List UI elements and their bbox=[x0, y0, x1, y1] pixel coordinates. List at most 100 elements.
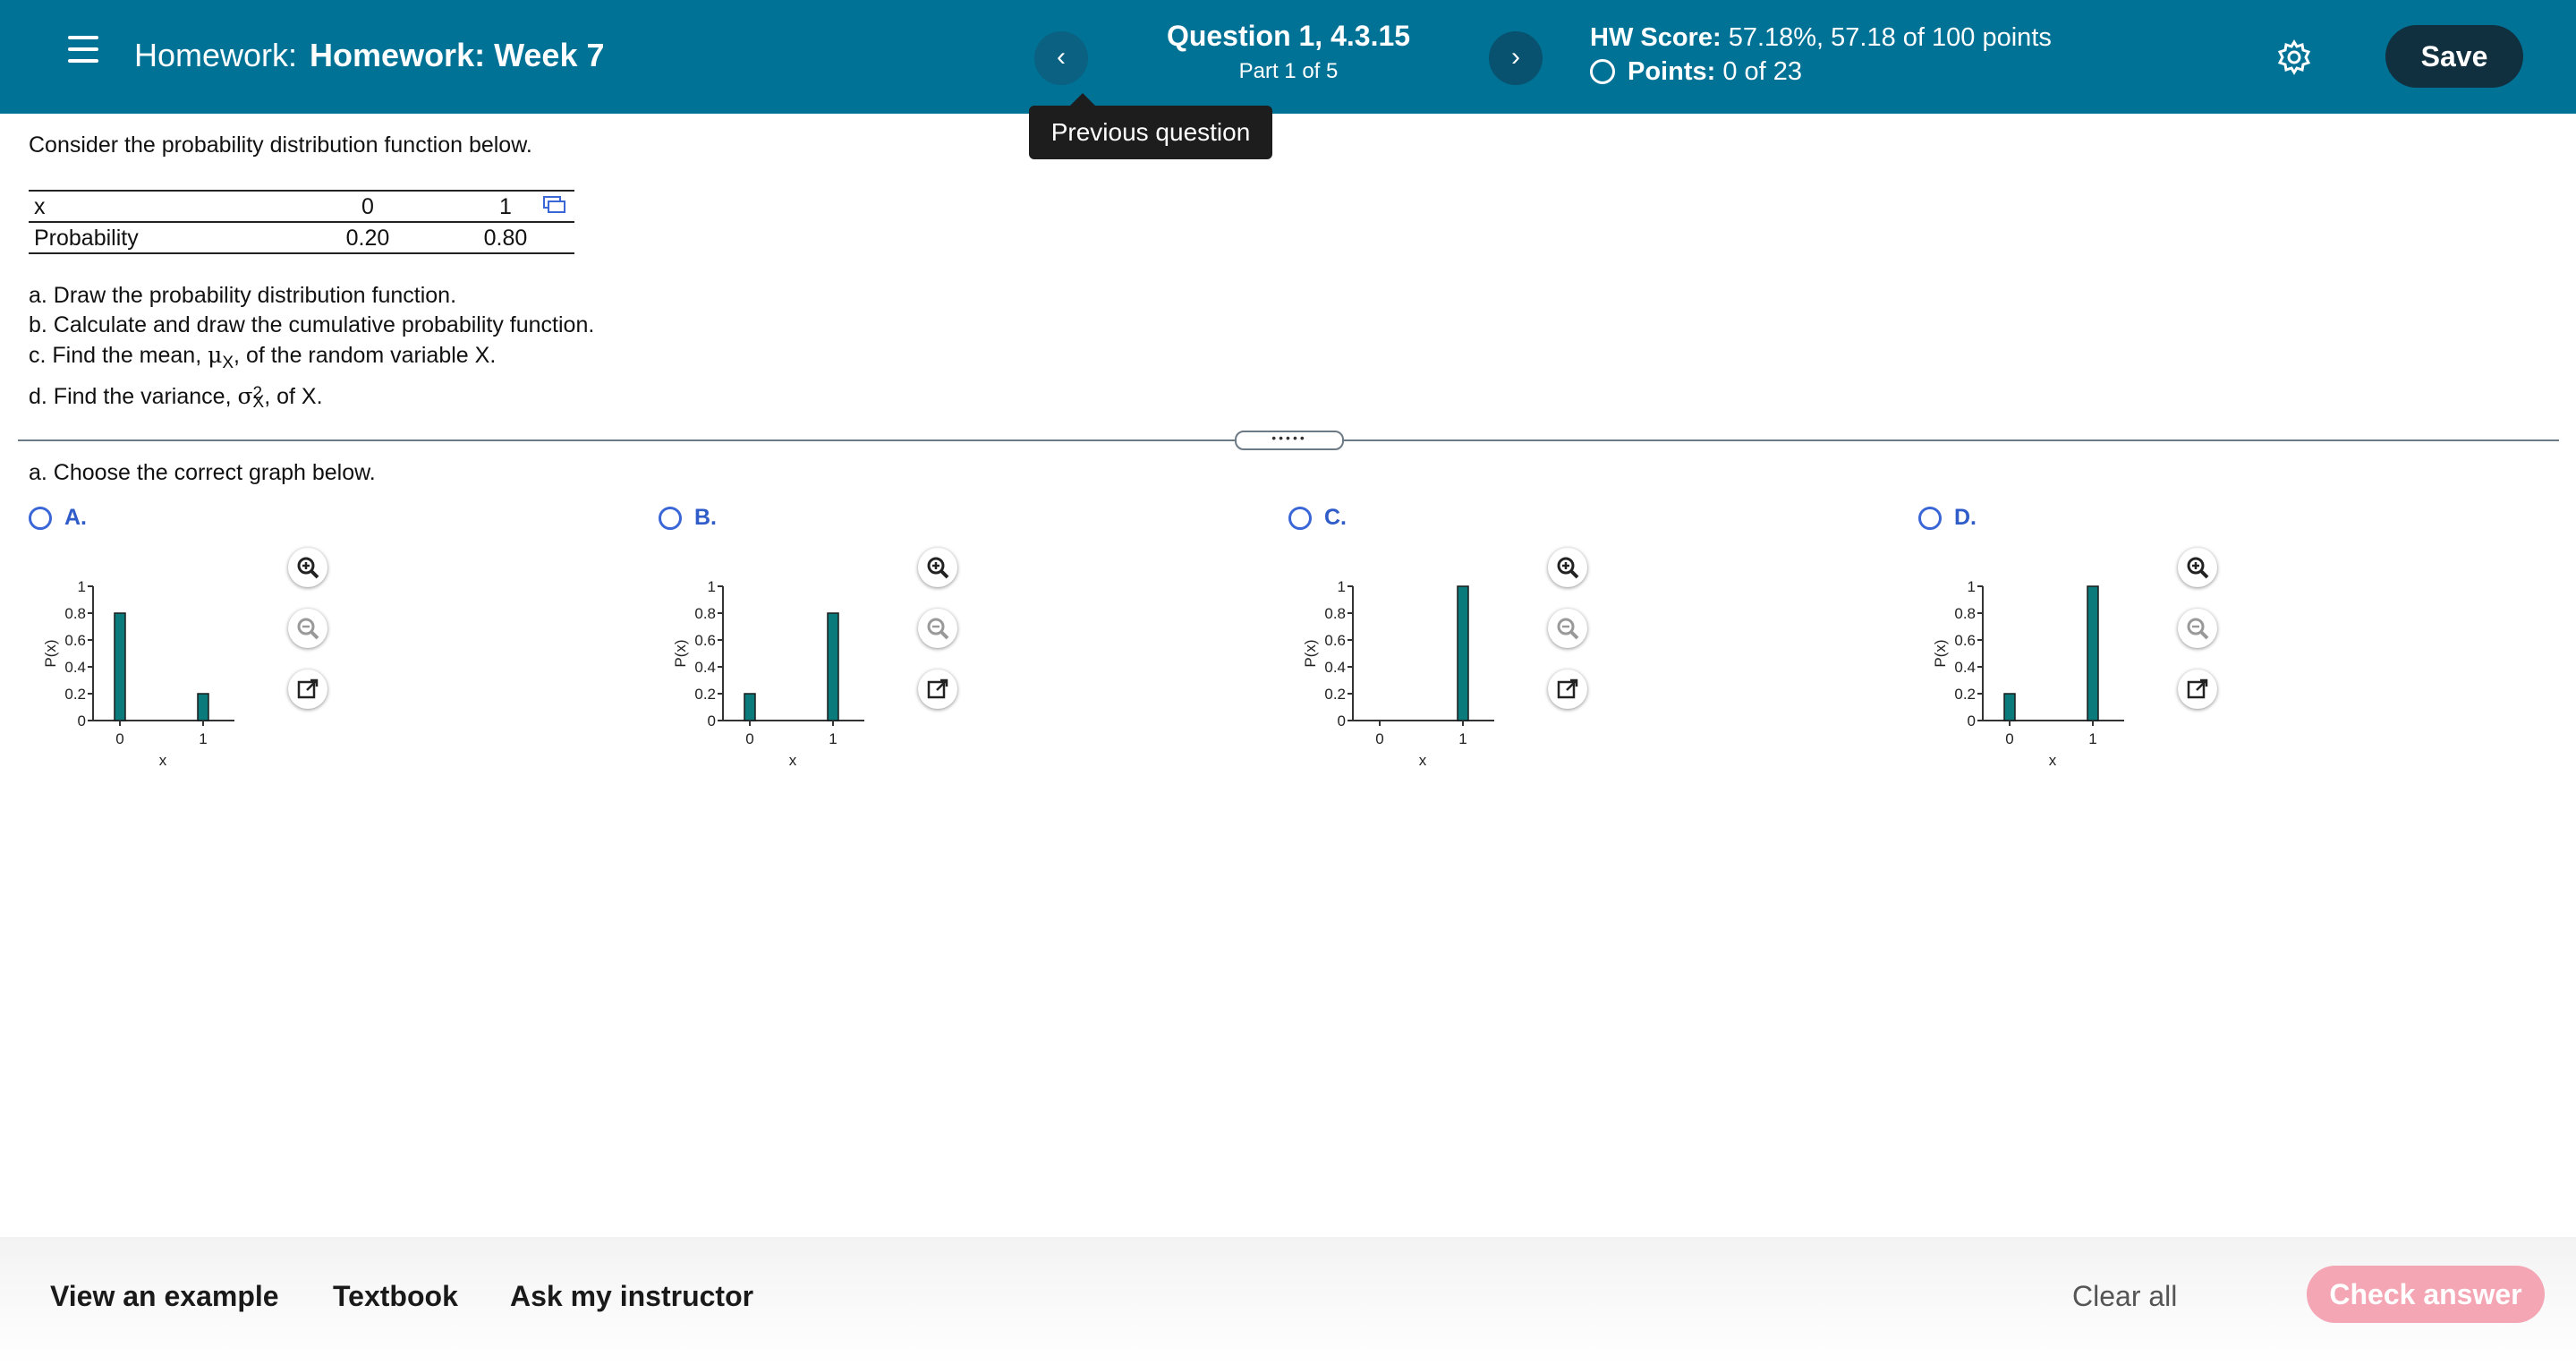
x-tick-label: 0 bbox=[1375, 730, 1383, 747]
points-label: Points: bbox=[1628, 57, 1716, 86]
y-axis-label: P(x) bbox=[42, 639, 59, 667]
part-c-prefix: c. Find the mean, bbox=[29, 343, 208, 368]
external-link-icon bbox=[927, 678, 948, 699]
option-d-radio[interactable] bbox=[1918, 507, 1942, 530]
option-d-label[interactable]: D. bbox=[1954, 505, 1977, 530]
x-axis-label: x bbox=[159, 752, 167, 769]
zoom-out-icon bbox=[297, 618, 319, 640]
clear-all-button[interactable]: Clear all bbox=[2072, 1280, 2178, 1312]
option-c: C. P(x) 0 0.2 0.4 0.6 0.8 1 0 1 x bbox=[1288, 501, 1736, 788]
zoom-out-button[interactable] bbox=[288, 609, 327, 648]
settings-gear-icon[interactable] bbox=[2276, 39, 2312, 75]
y-tick-label: 0.4 bbox=[1324, 659, 1346, 676]
previous-question-button[interactable]: ‹ bbox=[1034, 31, 1088, 85]
option-a-label[interactable]: A. bbox=[64, 505, 87, 530]
table-cell: 0.20 bbox=[299, 222, 437, 254]
bar bbox=[1457, 585, 1469, 721]
view-example-link[interactable]: View an example bbox=[50, 1280, 279, 1312]
table-row-label: Probability bbox=[29, 222, 299, 254]
open-new-window-button[interactable] bbox=[918, 670, 957, 709]
zoom-in-button[interactable] bbox=[918, 548, 957, 587]
option-c-radio[interactable] bbox=[1288, 507, 1312, 530]
option-c-label[interactable]: C. bbox=[1324, 505, 1347, 530]
homework-title: Homework: Homework: Week 7 bbox=[134, 34, 605, 77]
x-axis-label: x bbox=[2049, 752, 2057, 769]
y-tick-label: 1 bbox=[708, 578, 716, 595]
y-tick-label: 0.4 bbox=[1954, 659, 1976, 676]
option-c-chart: P(x) 0 0.2 0.4 0.6 0.8 1 0 1 x bbox=[1302, 578, 1494, 769]
zoom-in-button[interactable] bbox=[2178, 548, 2217, 587]
y-tick-label: 1 bbox=[1968, 578, 1976, 595]
x-axis-label: x bbox=[1419, 752, 1427, 769]
option-a-radio[interactable] bbox=[29, 507, 52, 530]
zoom-in-icon bbox=[1557, 557, 1579, 579]
zoom-in-button[interactable] bbox=[288, 548, 327, 587]
y-tick-label: 0.6 bbox=[1324, 632, 1346, 649]
resize-handle[interactable]: ••••• bbox=[1235, 431, 1344, 450]
copy-table-icon[interactable] bbox=[542, 195, 565, 215]
y-tick-label: 1 bbox=[1338, 578, 1346, 595]
open-new-window-button[interactable] bbox=[288, 670, 327, 709]
zoom-out-button[interactable] bbox=[1548, 609, 1587, 648]
y-tick-label: 0.6 bbox=[1954, 632, 1976, 649]
table-cell: 0.80 bbox=[437, 222, 574, 254]
option-b: B. P(x) 0 0.2 0.4 0.6 0.8 1 0 1 x bbox=[659, 501, 1106, 788]
sigma-superscript: 2 bbox=[252, 384, 263, 403]
sigma-symbol: σ bbox=[237, 383, 253, 409]
open-new-window-button[interactable] bbox=[2178, 670, 2217, 709]
bar bbox=[2003, 693, 2016, 721]
save-button[interactable]: Save bbox=[2385, 25, 2523, 88]
mu-subscript: X bbox=[222, 354, 234, 372]
hamburger-menu-icon[interactable] bbox=[68, 36, 98, 63]
option-b-label[interactable]: B. bbox=[694, 505, 717, 530]
part-d-prefix: d. Find the variance, bbox=[29, 384, 238, 409]
part-d-suffix: , of X. bbox=[264, 384, 323, 409]
zoom-in-button[interactable] bbox=[1548, 548, 1587, 587]
table-cell: 0 bbox=[299, 190, 437, 223]
option-a-chart: P(x) 0 0.2 0.4 0.6 0.8 1 0 1 x bbox=[42, 578, 234, 769]
points-value: 0 of 23 bbox=[1722, 57, 1803, 86]
option-b-chart: P(x) 0 0.2 0.4 0.6 0.8 1 0 1 x bbox=[672, 578, 864, 769]
option-b-radio[interactable] bbox=[659, 507, 682, 530]
zoom-out-icon bbox=[927, 618, 949, 640]
answer-prompt: a. Choose the correct graph below. bbox=[29, 460, 376, 485]
bar bbox=[827, 612, 839, 721]
textbook-link[interactable]: Textbook bbox=[333, 1280, 458, 1312]
y-tick-label: 0 bbox=[708, 712, 716, 729]
y-tick-label: 0.2 bbox=[1324, 686, 1346, 703]
zoom-in-icon bbox=[297, 557, 319, 579]
points: Points: 0 of 23 bbox=[1590, 57, 1802, 87]
mu-symbol: μ bbox=[208, 342, 223, 368]
zoom-out-icon bbox=[2187, 618, 2209, 640]
table-row: x 0 1 bbox=[29, 190, 574, 223]
zoom-out-button[interactable] bbox=[918, 609, 957, 648]
y-axis-label: P(x) bbox=[1932, 639, 1949, 667]
y-tick-label: 0.6 bbox=[64, 632, 86, 649]
ask-instructor-link[interactable]: Ask my instructor bbox=[510, 1280, 754, 1312]
external-link-icon bbox=[1557, 678, 1578, 699]
zoom-out-button[interactable] bbox=[2178, 609, 2217, 648]
open-new-window-button[interactable] bbox=[1548, 670, 1587, 709]
option-d: D. P(x) 0 0.2 0.4 0.6 0.8 1 0 1 x bbox=[1918, 501, 2366, 788]
x-tick-label: 1 bbox=[829, 730, 837, 747]
next-question-button[interactable]: › bbox=[1489, 31, 1543, 85]
homework-title-name: Homework: Week 7 bbox=[310, 37, 605, 73]
x-axis-label: x bbox=[789, 752, 797, 769]
part-b-text: b. Calculate and draw the cumulative pro… bbox=[29, 312, 595, 337]
probability-table: x 0 1 Probability 0.20 0.80 bbox=[29, 190, 574, 254]
hw-score-value: 57.18%, 57.18 of 100 points bbox=[1728, 23, 2052, 52]
check-answer-button[interactable]: Check answer bbox=[2307, 1266, 2545, 1323]
option-a: A. P(x) 0 0.2 0.4 0.6 0.8 1 0 1 x bbox=[29, 501, 476, 788]
previous-question-tooltip: Previous question bbox=[1029, 93, 1272, 159]
y-tick-label: 0.2 bbox=[694, 686, 716, 703]
zoom-in-icon bbox=[2187, 557, 2209, 579]
bar bbox=[197, 693, 209, 721]
hw-score-label: HW Score: bbox=[1590, 23, 1722, 52]
y-tick-label: 0.8 bbox=[694, 605, 716, 622]
y-tick-label: 0.4 bbox=[694, 659, 716, 676]
y-tick-label: 0.2 bbox=[1954, 686, 1976, 703]
question-title: Question 1, 4.3.15 bbox=[1166, 20, 1411, 52]
y-tick-label: 0.8 bbox=[1324, 605, 1346, 622]
x-tick-label: 0 bbox=[745, 730, 753, 747]
